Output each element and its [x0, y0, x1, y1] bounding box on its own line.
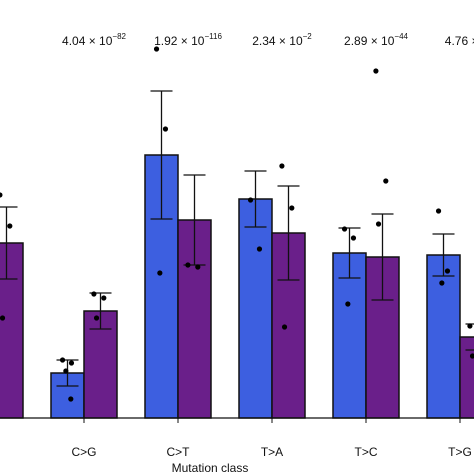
- data-point: [0, 315, 6, 321]
- error-bar: [150, 90, 173, 220]
- data-point: [91, 291, 97, 297]
- data-point: [157, 270, 163, 276]
- error-bar: [244, 170, 267, 228]
- p-value-base: 1.92 × 10: [154, 34, 205, 48]
- data-point: [101, 295, 107, 301]
- x-tick-label: C>G: [71, 445, 96, 459]
- data-point: [467, 323, 473, 329]
- p-value: 4.76 × 10: [445, 34, 474, 48]
- data-point: [435, 208, 442, 214]
- data-point: [93, 315, 100, 321]
- bar: [238, 198, 273, 419]
- bar: [0, 242, 24, 419]
- p-value-base: 4.76 × 10: [445, 34, 474, 48]
- data-point: [162, 126, 169, 132]
- p-value-base: 4.04 × 10: [62, 34, 113, 48]
- bar: [426, 254, 461, 419]
- x-axis-label: Mutation class: [172, 461, 249, 474]
- bar: [365, 256, 400, 419]
- error-bar: [432, 233, 455, 277]
- p-value: 2.34 × 10−2: [252, 32, 312, 48]
- p-value: 1.92 × 10−116: [154, 32, 222, 48]
- data-point: [439, 280, 445, 286]
- data-point: [345, 301, 351, 307]
- bar: [459, 336, 474, 419]
- data-point: [7, 223, 13, 229]
- p-value: 2.89 × 10−44: [344, 32, 409, 48]
- p-value-exponent: −2: [303, 32, 313, 41]
- data-point: [289, 205, 295, 211]
- data-point: [63, 368, 69, 374]
- data-point: [279, 163, 285, 169]
- data-point: [375, 221, 382, 227]
- p-value: 4.04 × 10−82: [62, 32, 127, 48]
- data-point: [247, 197, 254, 203]
- data-point: [373, 68, 379, 74]
- error-bar: [371, 213, 394, 301]
- x-tick-label: T>C: [354, 445, 377, 459]
- p-value-exponent: −44: [394, 32, 408, 41]
- data-point: [68, 360, 75, 366]
- data-point: [153, 46, 160, 52]
- data-point: [195, 264, 201, 270]
- data-point: [256, 246, 263, 252]
- data-point: [185, 262, 191, 268]
- data-point: [68, 396, 74, 402]
- error-bar: [0, 206, 18, 280]
- data-point: [383, 178, 389, 184]
- p-value-exponent: −82: [112, 32, 126, 41]
- error-bar: [277, 185, 300, 281]
- p-value-base: 2.89 × 10: [344, 34, 395, 48]
- data-point: [0, 192, 3, 198]
- data-point: [350, 235, 357, 241]
- data-point: [444, 268, 451, 274]
- data-point: [341, 226, 348, 232]
- data-point: [469, 353, 474, 359]
- p-value-base: 2.34 × 10: [252, 34, 303, 48]
- p-value-exponent: −116: [204, 32, 222, 41]
- x-tick-label: T>G: [448, 445, 472, 459]
- data-point: [281, 324, 288, 330]
- x-tick-label: T>A: [261, 445, 283, 459]
- x-tick-label: C>T: [166, 445, 190, 459]
- data-point: [59, 357, 66, 363]
